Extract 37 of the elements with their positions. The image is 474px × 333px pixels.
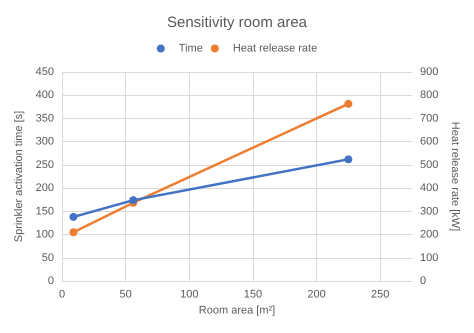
- y2-tick-label: 0: [420, 275, 426, 287]
- y-tick-label: 350: [36, 112, 54, 124]
- x-tick-label: 150: [244, 288, 262, 300]
- x-tick-label: 200: [307, 288, 326, 300]
- y2-tick-label: 900: [420, 66, 438, 78]
- point: [69, 228, 78, 236]
- x-tick-label: 250: [371, 288, 390, 300]
- y2-tick-label: 400: [420, 182, 438, 194]
- y-tick-label: 200: [36, 182, 54, 194]
- y2-tick-label: 300: [420, 205, 438, 218]
- x-tick-label: 100: [180, 288, 198, 300]
- point: [344, 100, 352, 108]
- y-tick-label: 250: [36, 158, 54, 171]
- y2-tick-label: 700: [420, 112, 438, 124]
- y-tick-label: 150: [36, 205, 54, 218]
- x-axis-title: Room area [m²]: [198, 304, 276, 316]
- y-axis-title: Sprinkler activation time [s]: [13, 110, 26, 242]
- y-tick-label: 100: [36, 228, 54, 241]
- legend-label: Heat release rate: [232, 42, 318, 54]
- chart-title: Sensitivity room area: [166, 14, 308, 31]
- y2-tick-label: 600: [420, 136, 438, 148]
- y2-tick-label: 100: [420, 252, 438, 264]
- y2-tick-label: 800: [420, 89, 438, 102]
- point: [69, 212, 78, 221]
- y-tick-label: 450: [36, 66, 54, 78]
- y2-tick-label: 500: [420, 158, 438, 171]
- x-tick-label: 0: [58, 288, 66, 300]
- y-tick-label: 300: [36, 136, 54, 148]
- y-tick-label: 400: [36, 89, 54, 102]
- y2-axis-title: Heat release rate [kW]: [448, 122, 461, 232]
- x-tick-label: 50: [120, 288, 132, 300]
- point: [129, 196, 138, 204]
- y2-tick-label: 200: [420, 228, 438, 241]
- point: [344, 155, 352, 164]
- legend-label: Time: [178, 42, 203, 54]
- y-tick-label: 50: [42, 252, 54, 264]
- y-tick-label: 0: [48, 275, 54, 287]
